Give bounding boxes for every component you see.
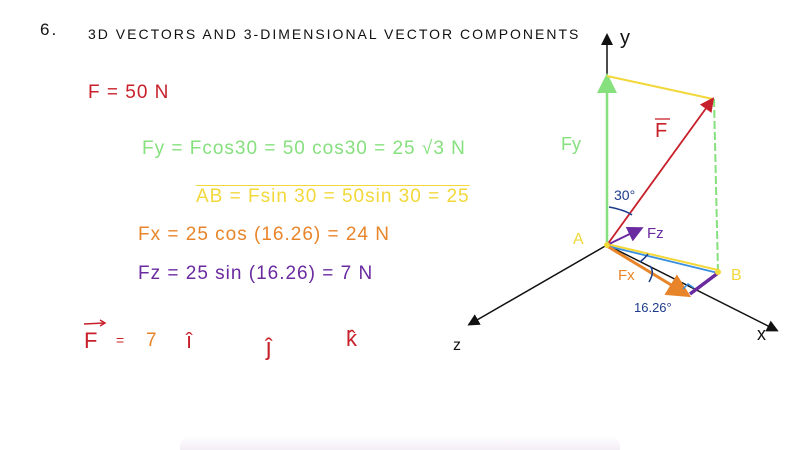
k-hat: k̂ [346,326,358,351]
f-vector [606,97,715,246]
fz-projection [688,271,720,296]
ab-equation: AB = Fsin 30 = 50sin 30 = 25 [196,186,470,207]
fx-label: Fx [618,267,635,284]
z-axis [467,244,608,326]
top-projection-line [606,75,714,100]
force-magnitude: F = 50 N [88,82,170,103]
right-angle-mark [682,283,695,290]
x-axis-label: x [757,324,766,344]
ab-line-blue [606,245,719,274]
vertical-projection-line [713,98,719,273]
fz-label: Fz [647,225,664,242]
fz-vector [606,227,644,246]
angle-1626-arc [639,253,653,283]
ab-line-yellow [606,243,719,271]
fx-equation: Fx = 25 cos (16.26) = 24 N [138,224,391,245]
fy-equation: Fy = Fcos30 = 50 cos30 = 25 √3 N [142,138,466,159]
point-b-label: B [731,267,742,284]
problem-title: 3D VECTORS AND 3-DIMENSIONAL VECTOR COMP… [88,26,581,42]
problem-number: 6. [40,20,59,39]
i-hat: î [186,328,194,353]
angle-1626-label: 16.26° [634,300,672,315]
j-hat: ĵ [266,334,273,361]
y-axis-label: y [620,27,630,49]
bottom-shadow [180,436,620,450]
z-axis-label: z [453,337,461,354]
point-b-dot [715,269,721,275]
fx-vector [606,244,692,298]
point-a-label: A [573,231,584,248]
fy-label: Fy [561,134,581,154]
vector-equals: = [116,332,126,348]
vector-f-label: F [84,328,99,353]
vector-x-partial: 7 [146,330,158,351]
angle-30-arc [608,206,633,216]
x-axis [606,244,779,332]
fz-equation: Fz = 25 sin (16.26) = 7 N [138,263,374,284]
angle-30-label: 30° [614,187,635,203]
f-vector-label: F [655,120,667,142]
point-a-dot [604,242,610,248]
